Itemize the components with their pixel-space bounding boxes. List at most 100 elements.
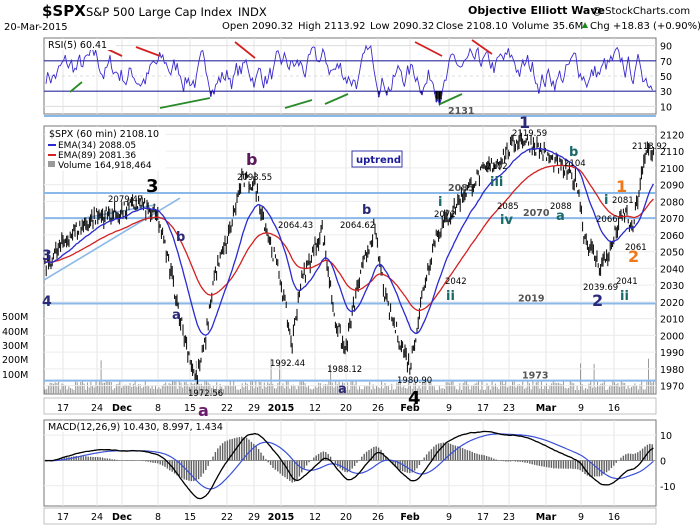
x-tick-label: 8 [155, 403, 161, 414]
price-tick-label: 2020 [660, 298, 684, 309]
price-annotation: 2079.47 [108, 195, 143, 205]
exchange-label: INDX [238, 5, 267, 19]
volume-tick-label: 200M [2, 355, 28, 366]
ema89-line [44, 164, 654, 312]
macd-signal-line [45, 433, 654, 490]
price-tick-label: 2040 [660, 264, 684, 275]
price-tick-label: 2000 [660, 331, 684, 342]
wave-label: a [556, 209, 565, 224]
up-triangle-icon [582, 22, 588, 28]
x-tick-label: 12 [309, 403, 321, 414]
rsi-line [45, 44, 653, 107]
price-annotation: 2066 [596, 215, 618, 225]
x-tick-label: 22 [221, 403, 233, 414]
rsi-trendline-green [69, 81, 83, 93]
wave-label: a [172, 308, 181, 323]
wave-label: ii [446, 289, 455, 304]
volume-tick-label: 100M [2, 370, 28, 381]
x-tick-label: 17 [57, 403, 69, 414]
wave-label: 2 [592, 291, 603, 310]
price-tick-label: 2070 [660, 214, 684, 225]
ema34-line [44, 147, 654, 337]
wave-label: 2 [628, 247, 639, 266]
x-tick-label-bottom: Mar [536, 512, 557, 523]
x-tick-label-bottom: Dec [112, 512, 132, 523]
price-annotation: 2041 [616, 277, 638, 287]
x-tick-label: 24 [91, 403, 103, 414]
wave-label: ii [620, 289, 629, 304]
price-tick-label: 2050 [660, 248, 684, 259]
wave-label: i [604, 193, 608, 208]
wave-label: i [438, 195, 442, 210]
price-tick-label: 2080 [660, 197, 684, 208]
x-tick-label-bottom: 20 [340, 512, 352, 523]
date-label: 20-Mar-2015 [4, 22, 68, 33]
volume-value: Volume 35.6M [512, 21, 583, 32]
macd-line [44, 430, 654, 500]
rsi-trendline-red [471, 39, 493, 55]
x-tick-label-bottom: 16 [608, 512, 620, 523]
x-tick-label-bottom: 26 [372, 512, 384, 523]
wave-label: 1 [616, 177, 627, 196]
x-tick-label-bottom: 15 [184, 512, 196, 523]
open-value: Open 2090.32 [222, 21, 293, 32]
rsi-tick-label: 10 [660, 102, 672, 113]
x-tick-label-bottom: 8 [155, 512, 161, 523]
wave-label: a [198, 401, 209, 420]
brand-label: Objective Elliott Wave [468, 4, 605, 17]
trend-line [83, 203, 157, 219]
wave-label: 1 [519, 113, 530, 132]
change-value: Chg +18.83 (+0.90%) [590, 21, 700, 32]
price-annotation: 1988.12 [327, 365, 362, 375]
rsi-legend-bg [46, 39, 116, 50]
x-tick-label: 2015 [268, 403, 294, 414]
x-tick-label: 26 [372, 403, 384, 414]
price-annotation: 2081 [612, 196, 634, 206]
x-tick-label-bottom: 29 [248, 512, 260, 523]
x-tick-label-bottom: 12 [309, 512, 321, 523]
rsi-trendline-green [439, 93, 463, 105]
rsi-trendline-red [135, 46, 161, 57]
price-annotation: 1980.90 [397, 376, 432, 386]
high-value: High 2113.92 [298, 21, 366, 32]
x-axis-band-bottom [43, 507, 657, 525]
price-annotation: 1972.56 [188, 389, 223, 399]
price-annotation: 2119.59 [512, 129, 547, 139]
price-legend-bg [46, 127, 166, 171]
macd-legend-bg [46, 421, 226, 432]
price-annotation: 2061 [625, 243, 647, 253]
x-tick-label: Mar [536, 403, 557, 414]
uptrend-label: uptrend [356, 155, 401, 166]
x-tick-label: 16 [608, 403, 620, 414]
wave-label: 3 [146, 176, 159, 197]
wave-label: b [569, 145, 578, 160]
wave-label: b [362, 203, 371, 218]
x-tick-label-bottom: 23 [503, 512, 515, 523]
rsi-trendline-green [284, 99, 313, 109]
x-tick-label: 20 [340, 403, 352, 414]
macd-legend: MACD(12,26,9) 10.430, 8.997, 1.434 [48, 422, 223, 433]
wave-label: 3 [42, 248, 52, 264]
wave-label: b [176, 230, 185, 245]
ema34-legend: EMA(34) 2088.05 [58, 141, 136, 151]
symbol-title: $SPX [42, 2, 86, 20]
rsi-trendline-green [324, 93, 349, 105]
price-tick-label: 1990 [660, 348, 684, 359]
volume-swatch [48, 161, 55, 167]
price-tick-label: 2110 [660, 147, 684, 158]
close-value: Close 2108.10 [436, 21, 508, 32]
x-tick-label: 9 [446, 403, 452, 414]
price-annotation: 2039.69 [583, 283, 618, 293]
price-annotation: 2064.43 [278, 221, 313, 231]
price-annotation: 2093.55 [237, 173, 272, 183]
ema89-legend: EMA(89) 2081.36 [58, 151, 136, 161]
price-tick-label: 1970 [660, 382, 684, 393]
guide-level-label: 2070 [523, 208, 550, 219]
price-annotation: 1992.44 [270, 359, 305, 369]
wave-label: 4 [42, 294, 52, 310]
x-tick-label: Dec [112, 403, 132, 414]
x-tick-label: 9 [578, 403, 584, 414]
x-tick-label-bottom: 9 [446, 512, 452, 523]
guide-level-label: 2131 [448, 106, 474, 117]
